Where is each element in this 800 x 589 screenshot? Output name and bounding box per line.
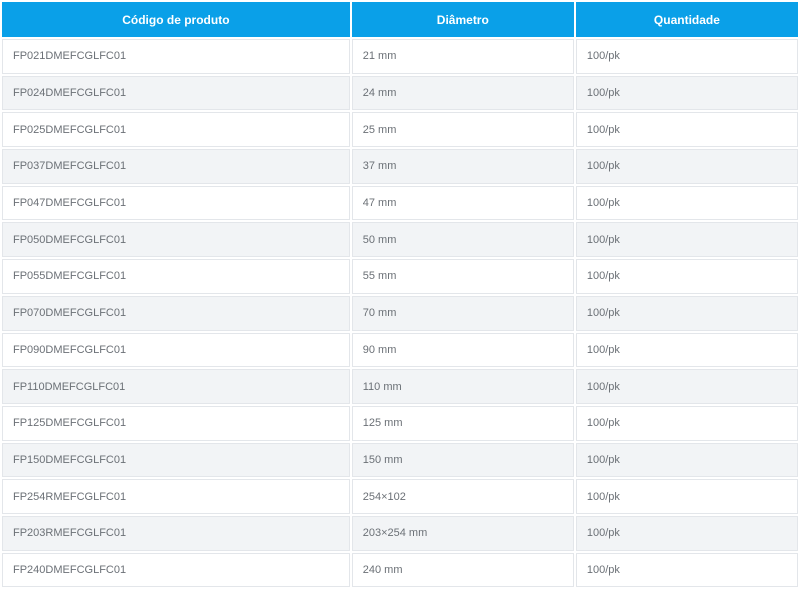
cell-quantity: 100/pk xyxy=(575,222,798,258)
cell-product-code: FP037DMEFCGLFC01 xyxy=(2,149,350,184)
cell-product-code: FP090DMEFCGLFC01 xyxy=(2,332,350,368)
cell-diameter: 37 mm xyxy=(351,149,574,184)
table-row: FP021DMEFCGLFC01 21 mm 100/pk xyxy=(2,39,798,74)
cell-product-code: FP050DMEFCGLFC01 xyxy=(2,222,350,258)
cell-quantity: 100/pk xyxy=(575,185,798,221)
cell-quantity: 100/pk xyxy=(575,75,798,111)
cell-quantity: 100/pk xyxy=(575,259,798,294)
cell-product-code: FP110DMEFCGLFC01 xyxy=(2,369,350,404)
cell-diameter: 125 mm xyxy=(351,405,574,441)
cell-diameter: 55 mm xyxy=(351,259,574,294)
cell-diameter: 24 mm xyxy=(351,75,574,111)
table-row: FP254RMEFCGLFC01 254×102 100/pk xyxy=(2,479,798,514)
cell-product-code: FP125DMEFCGLFC01 xyxy=(2,405,350,441)
cell-diameter: 150 mm xyxy=(351,442,574,478)
table-row: FP037DMEFCGLFC01 37 mm 100/pk xyxy=(2,149,798,184)
table-row: FP125DMEFCGLFC01 125 mm 100/pk xyxy=(2,405,798,441)
cell-diameter: 254×102 xyxy=(351,479,574,514)
table-row: FP025DMEFCGLFC01 25 mm 100/pk xyxy=(2,112,798,148)
cell-diameter: 110 mm xyxy=(351,369,574,404)
cell-quantity: 100/pk xyxy=(575,295,798,331)
cell-diameter: 47 mm xyxy=(351,185,574,221)
cell-diameter: 240 mm xyxy=(351,552,574,588)
cell-quantity: 100/pk xyxy=(575,112,798,148)
cell-quantity: 100/pk xyxy=(575,149,798,184)
cell-product-code: FP203RMEFCGLFC01 xyxy=(2,515,350,551)
cell-product-code: FP024DMEFCGLFC01 xyxy=(2,75,350,111)
table-header-row: Código de produto Diâmetro Quantidade xyxy=(2,2,798,37)
cell-product-code: FP025DMEFCGLFC01 xyxy=(2,112,350,148)
cell-quantity: 100/pk xyxy=(575,442,798,478)
cell-product-code: FP150DMEFCGLFC01 xyxy=(2,442,350,478)
table-row: FP024DMEFCGLFC01 24 mm 100/pk xyxy=(2,75,798,111)
table-body: FP021DMEFCGLFC01 21 mm 100/pk FP024DMEFC… xyxy=(2,39,798,588)
cell-product-code: FP240DMEFCGLFC01 xyxy=(2,552,350,588)
table-row: FP110DMEFCGLFC01 110 mm 100/pk xyxy=(2,369,798,404)
cell-diameter: 203×254 mm xyxy=(351,515,574,551)
cell-quantity: 100/pk xyxy=(575,39,798,74)
cell-product-code: FP055DMEFCGLFC01 xyxy=(2,259,350,294)
table-row: FP203RMEFCGLFC01 203×254 mm 100/pk xyxy=(2,515,798,551)
cell-diameter: 90 mm xyxy=(351,332,574,368)
cell-product-code: FP254RMEFCGLFC01 xyxy=(2,479,350,514)
cell-quantity: 100/pk xyxy=(575,332,798,368)
table-row: FP090DMEFCGLFC01 90 mm 100/pk xyxy=(2,332,798,368)
cell-diameter: 25 mm xyxy=(351,112,574,148)
cell-product-code: FP021DMEFCGLFC01 xyxy=(2,39,350,74)
cell-diameter: 70 mm xyxy=(351,295,574,331)
header-quantity[interactable]: Quantidade xyxy=(575,2,798,37)
header-diameter[interactable]: Diâmetro xyxy=(351,2,574,37)
table-row: FP150DMEFCGLFC01 150 mm 100/pk xyxy=(2,442,798,478)
cell-quantity: 100/pk xyxy=(575,405,798,441)
cell-quantity: 100/pk xyxy=(575,479,798,514)
cell-quantity: 100/pk xyxy=(575,552,798,588)
cell-product-code: FP047DMEFCGLFC01 xyxy=(2,185,350,221)
table-row: FP050DMEFCGLFC01 50 mm 100/pk xyxy=(2,222,798,258)
header-product-code[interactable]: Código de produto xyxy=(2,2,350,37)
cell-quantity: 100/pk xyxy=(575,369,798,404)
table-row: FP055DMEFCGLFC01 55 mm 100/pk xyxy=(2,259,798,294)
cell-product-code: FP070DMEFCGLFC01 xyxy=(2,295,350,331)
table-row: FP047DMEFCGLFC01 47 mm 100/pk xyxy=(2,185,798,221)
cell-quantity: 100/pk xyxy=(575,515,798,551)
cell-diameter: 50 mm xyxy=(351,222,574,258)
table-row: FP240DMEFCGLFC01 240 mm 100/pk xyxy=(2,552,798,588)
cell-diameter: 21 mm xyxy=(351,39,574,74)
table-row: FP070DMEFCGLFC01 70 mm 100/pk xyxy=(2,295,798,331)
